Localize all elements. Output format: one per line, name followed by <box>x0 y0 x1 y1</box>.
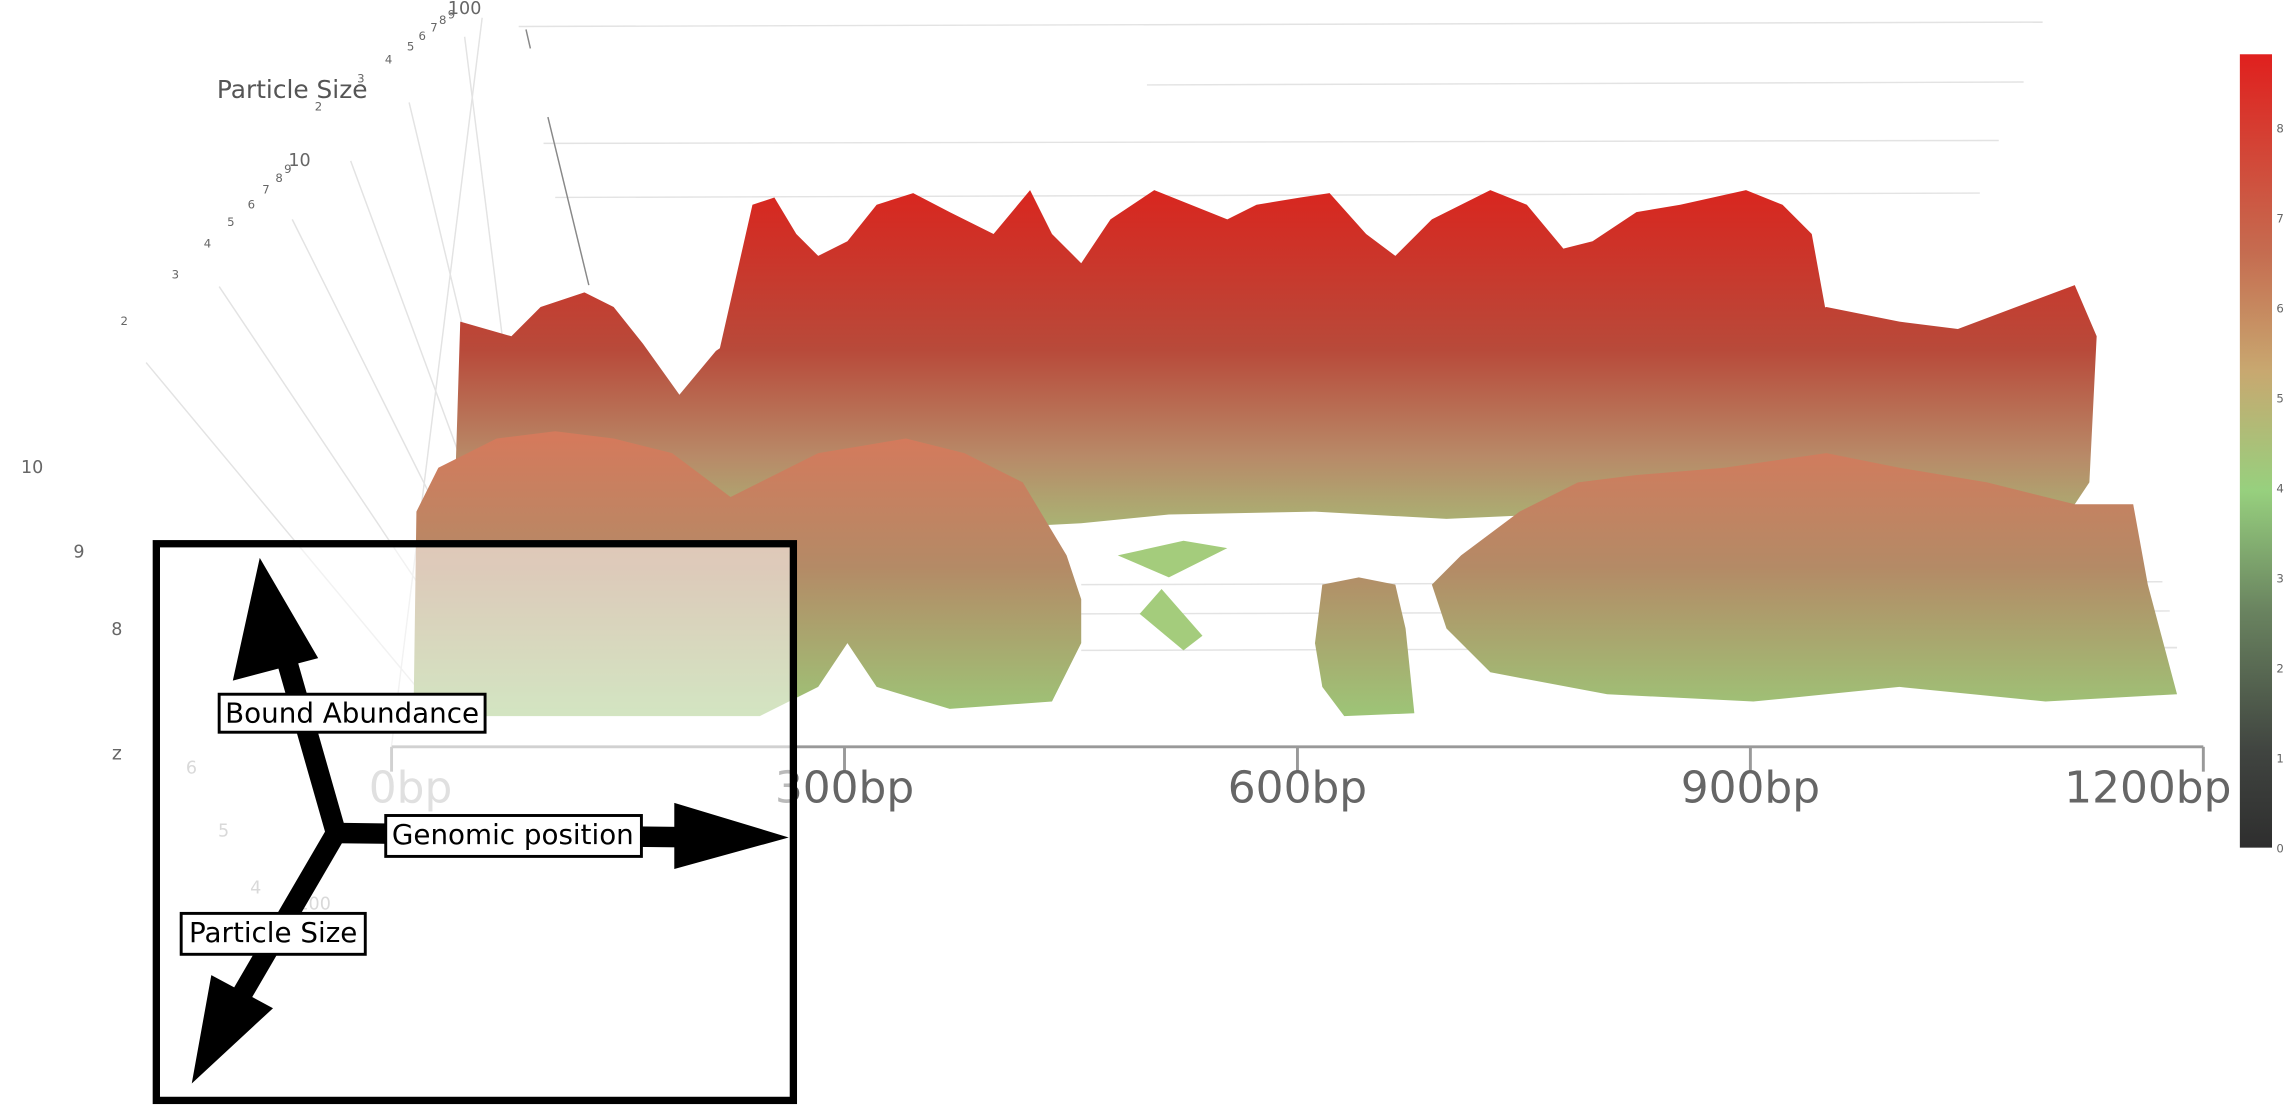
depth-tick-label: 6 <box>419 29 426 43</box>
depth-tick-label: 9 <box>284 162 291 176</box>
x-tick-label: 300bp <box>775 763 914 814</box>
grid-line <box>555 192 1980 199</box>
colorbar-tick-label: 3 <box>2276 572 2283 586</box>
axis-title: Particle Size <box>217 75 368 104</box>
colorbar-tick-label: 4 <box>2276 482 2283 496</box>
depth-tick-label: 8 <box>439 13 446 27</box>
depth-tick-label: 4 <box>385 53 392 67</box>
colorbar-tick-label: 0 <box>2276 842 2283 856</box>
depth-tick-label: 3 <box>172 267 179 281</box>
depth-tick-label: 5 <box>407 39 414 53</box>
label-box <box>217 692 487 734</box>
x-tick-label: 900bp <box>1681 763 1820 814</box>
axis-title: z <box>112 743 122 765</box>
surface-island <box>1117 540 1228 578</box>
surface-front-right <box>1431 453 2178 702</box>
depth-tick-label: 6 <box>248 197 255 211</box>
colorbar-tick-label: 1 <box>2276 752 2283 766</box>
z-tick-label: 8 <box>111 620 122 640</box>
depth-tick-label: 9 <box>448 7 455 21</box>
surface-island <box>1139 589 1203 651</box>
depth-tick-label: 3 <box>357 72 364 86</box>
depth-tick-label: 2 <box>120 314 127 328</box>
depth-tick-label: 7 <box>430 20 437 34</box>
inset-label: Particle Size <box>189 916 357 949</box>
depth-tick-label: 7 <box>262 183 269 197</box>
grid-line <box>349 160 476 498</box>
colorbar-tick-label: 2 <box>2276 662 2283 676</box>
grid-line <box>543 139 1999 145</box>
axis-line <box>525 29 532 49</box>
grid-line <box>463 36 505 351</box>
orientation-inset: Bound Abundance Genomic position Particl… <box>152 540 798 1105</box>
x-tick-label: 1200bp <box>2064 763 2231 814</box>
z-tick-label: 9 <box>73 543 84 563</box>
surface-island <box>1314 577 1415 717</box>
colorbar-tick-label: 7 <box>2276 212 2283 226</box>
colorbar-tick-label: 5 <box>2276 392 2283 406</box>
colorbar <box>2239 54 2273 848</box>
depth-tick-label: 8 <box>275 171 282 185</box>
depth-tick-label: 4 <box>204 237 211 251</box>
colorbar-tick-label: 8 <box>2276 122 2283 136</box>
depth-tick-label: 10 <box>288 151 310 171</box>
depth-tick-label: 5 <box>227 215 234 229</box>
grid-line <box>518 21 2043 28</box>
arrow-head <box>191 975 274 1084</box>
inset-label: Genomic position <box>392 818 634 851</box>
depth-tick-label: 2 <box>315 99 322 113</box>
z-tick-label: 10 <box>21 458 43 478</box>
label-box <box>384 814 643 858</box>
x-tick-label: 600bp <box>1228 763 1367 814</box>
colorbar-tick-label: 6 <box>2276 302 2283 316</box>
depth-tick-label: 100 <box>448 0 481 19</box>
arrow-head <box>232 557 319 681</box>
axis-line <box>547 116 590 286</box>
grid-line <box>1146 81 2024 86</box>
arrow-head <box>674 802 789 870</box>
inset-label: Bound Abundance <box>225 697 479 730</box>
label-box <box>179 911 367 956</box>
